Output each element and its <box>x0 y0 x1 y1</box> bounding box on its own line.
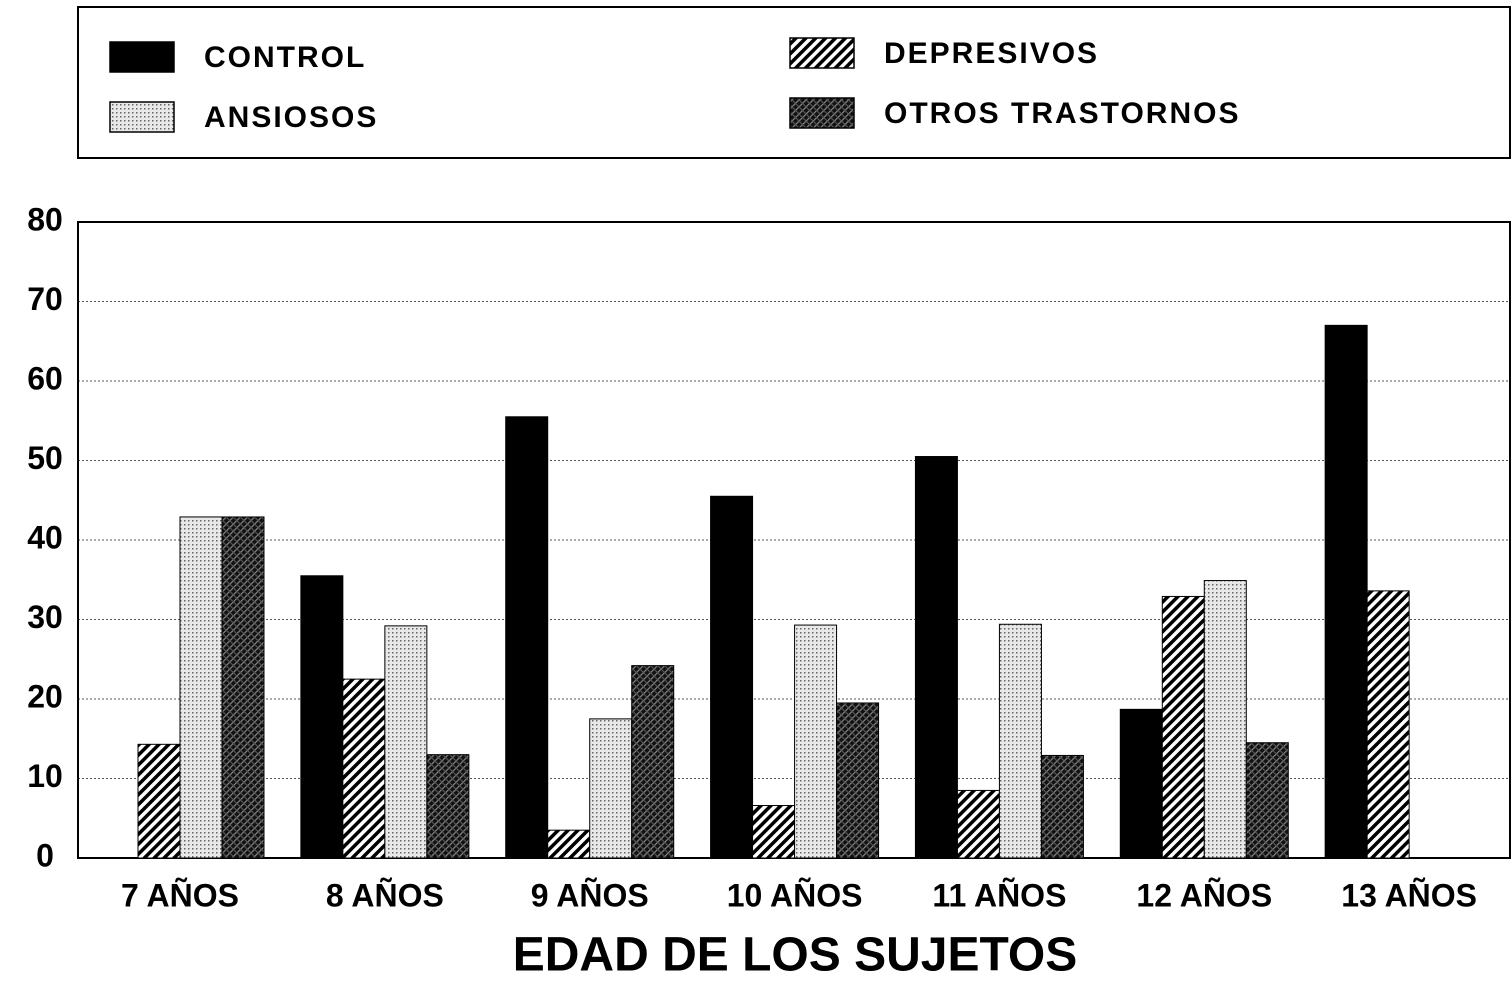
bar <box>505 416 549 859</box>
x-tick-label: 12 AÑOS <box>1136 877 1272 913</box>
y-tick-label: 80 <box>27 201 63 237</box>
x-axis-title: EDAD DE LOS SUJETOS <box>513 929 1078 982</box>
y-tick-label: 40 <box>27 519 63 555</box>
bar <box>342 678 386 859</box>
bar <box>956 789 1000 859</box>
y-tick-label: 20 <box>27 678 63 714</box>
x-tick-label: 10 AÑOS <box>727 877 863 913</box>
legend-swatch <box>789 97 855 129</box>
bar <box>836 702 880 859</box>
bar <box>547 829 591 859</box>
legend-label: ANSIOSOS <box>204 101 378 134</box>
bar <box>631 665 675 859</box>
bar <box>1366 590 1410 859</box>
bar <box>794 624 838 859</box>
y-tick-label: 70 <box>27 281 63 317</box>
bar <box>221 516 265 859</box>
bar <box>300 575 344 859</box>
legend-label: OTROS TRASTORNOS <box>884 97 1240 130</box>
legend-swatch <box>109 41 175 73</box>
x-tick-label: 13 AÑOS <box>1341 877 1477 913</box>
bar <box>137 743 181 859</box>
y-tick-label: 30 <box>27 599 63 635</box>
bar <box>179 516 223 859</box>
bar <box>1203 580 1247 859</box>
legend-swatch <box>789 37 855 69</box>
bar <box>1324 324 1368 859</box>
bar <box>1245 742 1289 859</box>
legend-swatch <box>109 101 175 133</box>
bar <box>426 754 470 859</box>
x-tick-label: 9 AÑOS <box>531 877 649 913</box>
x-tick-label: 7 AÑOS <box>121 877 239 913</box>
bar <box>1161 595 1205 859</box>
bar <box>384 625 428 859</box>
bar <box>1119 708 1163 859</box>
bar <box>752 805 796 859</box>
x-tick-label: 8 AÑOS <box>326 877 444 913</box>
y-tick-label: 10 <box>27 758 63 794</box>
bar <box>589 718 633 859</box>
bar <box>914 456 958 859</box>
bar <box>710 495 754 859</box>
legend-label: CONTROL <box>204 41 366 74</box>
y-tick-label: 50 <box>27 440 63 476</box>
y-tick-label: 0 <box>36 837 54 873</box>
bar <box>998 623 1042 859</box>
y-tick-label: 60 <box>27 360 63 396</box>
legend-box <box>77 6 1511 159</box>
x-tick-label: 11 AÑOS <box>932 877 1066 913</box>
legend-label: DEPRESIVOS <box>884 37 1099 70</box>
bar <box>1040 754 1084 859</box>
